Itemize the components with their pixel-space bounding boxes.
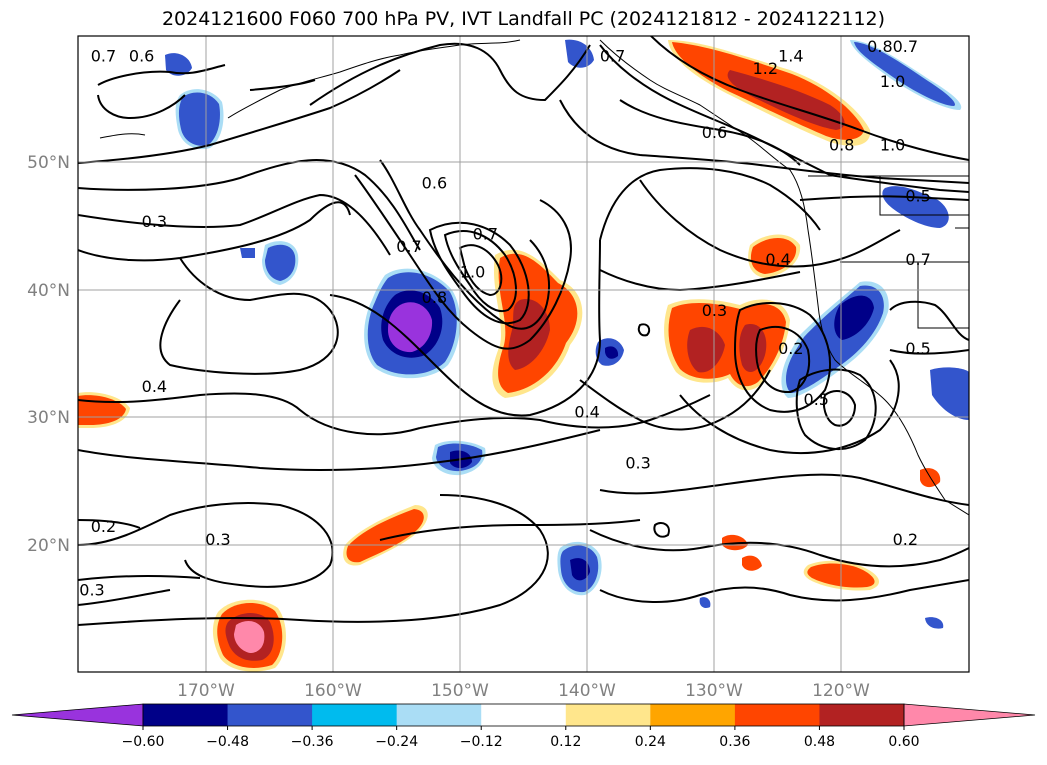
- lon-tick-label: 140°W: [558, 681, 616, 701]
- colorbar-segment: [650, 704, 736, 726]
- colorbar-segment: [227, 704, 313, 726]
- contour-label: 0.8: [422, 288, 447, 307]
- contour-label: 1.0: [880, 135, 905, 154]
- contour-label: 0.7: [396, 237, 421, 256]
- contour-label: 0.3: [142, 212, 167, 231]
- lon-tick-label: 130°W: [685, 681, 743, 701]
- lat-tick-label: 50°N: [27, 153, 70, 173]
- contour-label: 0.3: [79, 581, 104, 600]
- lon-tick-label: 120°W: [812, 681, 870, 701]
- colorbar-tick-label: −0.12: [460, 734, 503, 750]
- colorbar-segment: [396, 704, 482, 726]
- colorbar-frame: [142, 703, 905, 727]
- contour-label: 0.4: [765, 250, 790, 269]
- contour-label: 0.7: [473, 225, 498, 244]
- contour-label: 0.8: [829, 135, 854, 154]
- colorbar-tick-labels: −0.60 −0.48 −0.36 −0.24 −0.12 0.12 0.24 0.36 0.4…: [122, 726, 920, 750]
- contour-label: 0.6: [129, 46, 154, 65]
- coastlines: [99, 39, 969, 516]
- contour-label: 0.3: [205, 530, 230, 549]
- colorbar-segment: [143, 704, 229, 726]
- colorbar-tick-label: −0.48: [206, 734, 249, 750]
- colorbar-tick-label: 0.60: [888, 734, 919, 750]
- lat-tick-label: 30°N: [27, 408, 70, 428]
- contour-label: 0.6: [422, 174, 447, 193]
- contour-label: 0.2: [91, 517, 116, 536]
- colorbar-segment: [565, 704, 651, 726]
- positive-anomalies: [78, 40, 941, 672]
- lon-tick-labels: 170°W 160°W 150°W 140°W 130°W 120°W: [177, 681, 870, 701]
- colorbar: [11, 703, 1036, 727]
- lat-tick-label: 40°N: [27, 281, 70, 301]
- colorbar-extend-low: [11, 703, 144, 727]
- contour-label: 0.4: [574, 403, 599, 422]
- contour-labels: 0.7 0.60.30.60.70.81.00.70.40.40.30.30.40…: [79, 37, 931, 600]
- colorbar-segment: [734, 704, 820, 726]
- contour-label: 0.7: [905, 250, 930, 269]
- gridlines: [78, 36, 969, 672]
- lon-tick-label: 170°W: [177, 681, 235, 701]
- lon-tick-label: 150°W: [431, 681, 489, 701]
- contour-lines: [78, 36, 969, 626]
- colorbar-tick-label: 0.48: [804, 734, 835, 750]
- colorbar-tick-label: 0.12: [550, 734, 581, 750]
- colorbar-tick-label: −0.24: [375, 734, 418, 750]
- contour-label: 1.0: [880, 72, 905, 91]
- contour-label: 0.4: [142, 377, 167, 396]
- contour-label: 0.7: [893, 37, 918, 56]
- lat-tick-labels: 50°N 40°N 30°N 20°N: [27, 153, 70, 556]
- contour-label: 0.2: [778, 339, 803, 358]
- contour-label: 0.3: [702, 301, 727, 320]
- contour-label: 1.2: [753, 59, 778, 78]
- lat-tick-label: 20°N: [27, 536, 70, 556]
- contour-label: 0.5: [905, 186, 930, 205]
- contour-label: 1.0: [460, 263, 485, 282]
- chart-title: 2024121600 F060 700 hPa PV, IVT Landfall…: [161, 8, 886, 30]
- colorbar-segment: [819, 704, 905, 726]
- colorbar-segment: [312, 704, 398, 726]
- colorbar-extend-high: [903, 703, 1036, 727]
- contour-label: 0.2: [893, 530, 918, 549]
- contour-label: 0.3: [625, 453, 650, 472]
- contour-label: 0.7: [600, 46, 625, 65]
- map-content: [78, 36, 969, 672]
- lon-tick-label: 160°W: [304, 681, 362, 701]
- colorbar-tick-label: −0.60: [122, 734, 165, 750]
- colorbar-tick-label: 0.24: [635, 734, 666, 750]
- contour-label: 1.4: [778, 46, 803, 65]
- contour-label: 0.5: [804, 390, 829, 409]
- contour-label: 0.8: [867, 37, 892, 56]
- contour-label: 0.5: [905, 339, 930, 358]
- contour-label: 0.7: [91, 46, 116, 65]
- colorbar-segment: [481, 704, 567, 726]
- map-frame: [77, 35, 970, 673]
- colorbar-tick-label: −0.36: [291, 734, 334, 750]
- colorbar-tick-label: 0.36: [719, 734, 750, 750]
- contour-label: 0.6: [702, 123, 727, 142]
